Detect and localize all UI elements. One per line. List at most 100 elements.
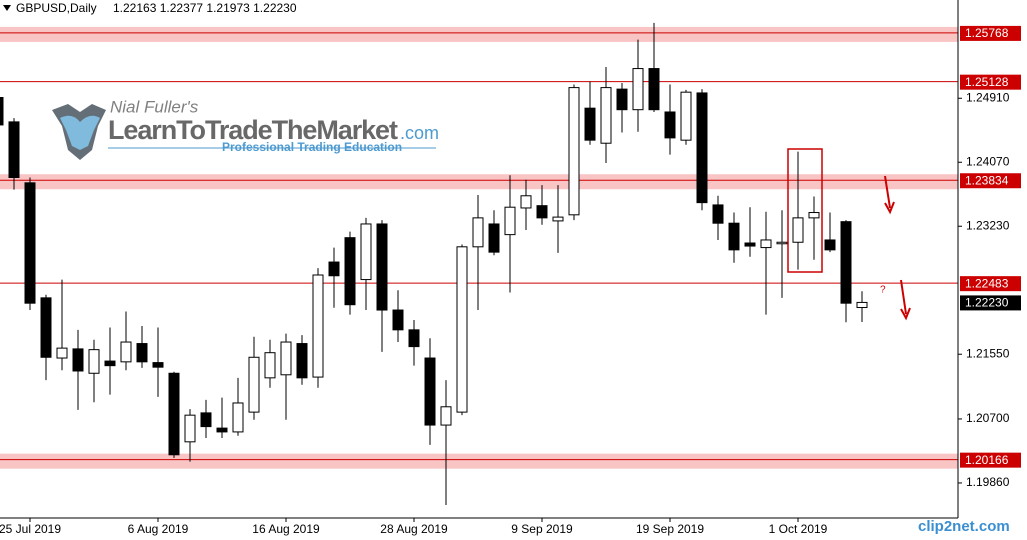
candle-body xyxy=(552,216,564,222)
candle-body xyxy=(536,205,548,219)
candle-body xyxy=(520,195,532,209)
candle-body xyxy=(632,68,644,111)
candle-body xyxy=(248,356,260,413)
candle-body xyxy=(232,402,244,433)
candle-body xyxy=(440,406,452,426)
candle-body xyxy=(504,206,516,236)
level-label-bg xyxy=(960,276,1021,292)
plot xyxy=(0,22,868,506)
zone xyxy=(0,174,958,190)
candle-body xyxy=(456,246,468,413)
candle-body xyxy=(744,242,756,247)
x-tick-label: 19 Sep 2019 xyxy=(636,522,704,536)
candle-body xyxy=(104,360,116,367)
chart-subtitle: 1.22163 1.22377 1.21973 1.22230 xyxy=(113,1,297,15)
candle-body xyxy=(184,414,196,443)
y-tick-label: 1.24910 xyxy=(966,90,1010,104)
candle-body xyxy=(88,349,100,374)
y-tick-label: 1.24070 xyxy=(966,154,1010,168)
y-tick-label: 1.19860 xyxy=(966,475,1010,489)
candle-body xyxy=(280,341,292,376)
candle-body xyxy=(408,329,420,348)
zone xyxy=(0,26,958,42)
candle-body xyxy=(472,217,484,248)
candle-body xyxy=(360,223,372,281)
candle-body xyxy=(648,68,660,111)
candle-body xyxy=(856,301,868,309)
candle-body xyxy=(760,239,772,249)
y-tick-label: 1.20700 xyxy=(966,411,1010,425)
candle-body xyxy=(376,223,388,311)
chart-title: GBPUSD,Daily xyxy=(16,1,97,15)
candle-body xyxy=(776,241,788,245)
menu-triangle xyxy=(3,5,11,11)
candle-body xyxy=(824,239,836,251)
zone xyxy=(0,453,958,469)
candle-body xyxy=(616,88,628,111)
highlight-box xyxy=(787,148,823,273)
watermark-author: Nial Fuller's xyxy=(110,97,199,116)
candle-body xyxy=(168,372,180,456)
candle-body xyxy=(664,111,676,139)
candle-body xyxy=(808,212,820,219)
candle-body xyxy=(8,121,20,178)
candle-body xyxy=(392,309,404,331)
candle-body xyxy=(56,347,68,359)
level-label-bg xyxy=(960,173,1021,189)
candle-body xyxy=(72,348,84,372)
last-price-label: 1.22230 xyxy=(965,296,1009,310)
level-label: 1.25128 xyxy=(965,75,1009,89)
candle-body xyxy=(488,223,500,253)
level-label: 1.20166 xyxy=(965,453,1009,467)
level-label: 1.25768 xyxy=(965,26,1009,40)
candle-body xyxy=(584,107,596,141)
candle-body xyxy=(600,87,612,144)
candle-body xyxy=(424,357,436,426)
level-label: 1.23834 xyxy=(965,173,1009,187)
x-tick-label: 16 Aug 2019 xyxy=(252,522,320,536)
watermark-brand: LearnToTradeTheMarket xyxy=(108,115,398,145)
candle-body xyxy=(312,274,324,378)
candle-body xyxy=(24,182,36,304)
y-tick-label: 1.21550 xyxy=(966,346,1010,360)
candle-body xyxy=(680,91,692,141)
candle-body xyxy=(328,261,340,277)
x-tick-label: 9 Sep 2019 xyxy=(511,522,573,536)
arrow xyxy=(900,279,911,321)
watermark-tagline: Professional Trading Education xyxy=(222,140,402,154)
candle-body xyxy=(0,97,4,126)
candle-body xyxy=(264,352,276,379)
candle-body xyxy=(792,217,804,243)
y-tick-label: 1.23230 xyxy=(966,218,1010,232)
annotation: ? xyxy=(880,285,886,296)
level-label-bg xyxy=(960,452,1021,468)
level-label-bg xyxy=(960,25,1021,41)
candle-body xyxy=(200,412,212,428)
watermark-domain: .com xyxy=(400,123,439,143)
watermark: Nial Fuller's LearnToTradeTheMarket .com… xyxy=(52,97,439,160)
x-tick-label: 6 Aug 2019 xyxy=(128,522,189,536)
zones xyxy=(0,26,958,469)
x-tick-label: 25 Jul 2019 xyxy=(0,522,61,536)
candle-body xyxy=(40,297,52,358)
candle-body xyxy=(728,222,740,251)
footer-logo: clip2net.com xyxy=(918,518,1010,535)
arrow xyxy=(884,175,895,215)
candle-body xyxy=(120,341,132,363)
candle-body xyxy=(152,362,164,368)
last-price-bg xyxy=(960,295,1021,311)
candle-body xyxy=(136,343,148,363)
candle-body xyxy=(840,221,852,304)
x-tick-label: 28 Aug 2019 xyxy=(380,522,448,536)
candle-body xyxy=(344,237,356,306)
x-tick-label: 1 Oct 2019 xyxy=(769,522,828,536)
candle-body xyxy=(712,204,724,224)
level-label-bg xyxy=(960,74,1021,90)
candle-body xyxy=(296,343,308,379)
candle-body xyxy=(568,87,580,216)
candle-body xyxy=(216,427,228,433)
level-label: 1.22483 xyxy=(965,276,1009,290)
logo-bull xyxy=(60,115,100,150)
candle-body xyxy=(696,92,708,204)
